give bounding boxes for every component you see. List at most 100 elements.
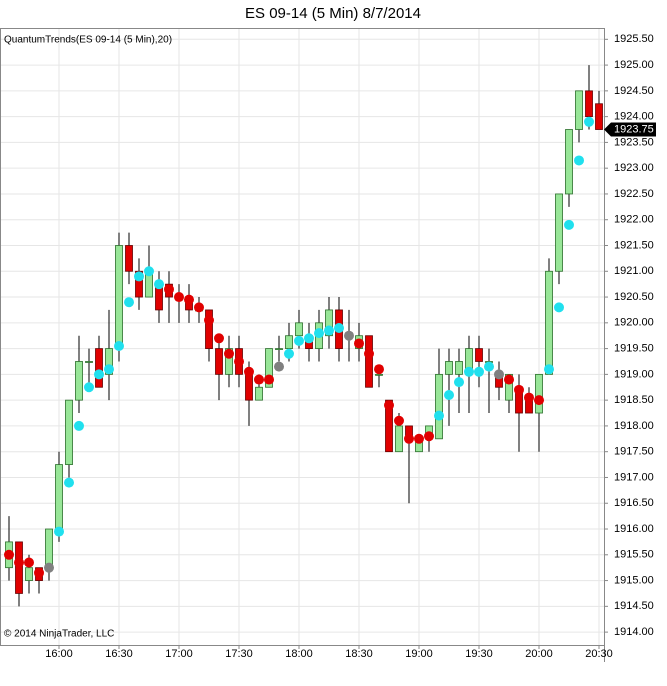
candle-body — [115, 245, 123, 349]
trend-dot — [64, 477, 74, 488]
candle-body — [505, 373, 513, 401]
candle-body — [595, 103, 603, 130]
trend-dot — [574, 155, 584, 166]
trend-dot — [584, 116, 594, 127]
trend-dot — [474, 366, 484, 377]
candle-body — [25, 567, 33, 581]
trend-dot — [444, 389, 454, 400]
trend-dot — [214, 333, 224, 344]
candle-body — [265, 348, 273, 388]
candle-body — [85, 361, 93, 363]
chart-title: ES 09-14 (5 Min) 8/7/2014 — [245, 5, 421, 22]
y-tick-label: 1915.00 — [614, 574, 654, 586]
y-tick-label: 1915.50 — [614, 549, 654, 561]
y-tick-label: 1917.50 — [614, 446, 654, 458]
candle-body — [225, 348, 233, 375]
trend-dot — [364, 348, 374, 359]
y-tick-label: 1925.50 — [614, 33, 654, 45]
candle-body — [375, 373, 383, 376]
candle-body — [75, 361, 83, 401]
last-price-box — [604, 122, 656, 137]
copyright: © 2014 NinjaTrader, LLC — [4, 629, 114, 640]
candle-body — [295, 322, 303, 337]
trend-dot — [324, 325, 334, 336]
candle-body — [275, 348, 283, 350]
y-tick-label: 1922.50 — [614, 188, 654, 200]
x-tick-label: 19:00 — [405, 648, 433, 660]
candle-body — [395, 425, 403, 453]
candle-body — [105, 348, 113, 375]
trend-dot — [434, 410, 444, 421]
x-tick-label: 17:30 — [225, 648, 253, 660]
trend-dot — [294, 335, 304, 346]
y-tick-label: 1923.00 — [614, 162, 654, 174]
candle-body — [205, 309, 213, 349]
x-tick-label: 16:00 — [45, 648, 73, 660]
x-tick-label: 16:30 — [105, 648, 133, 660]
trend-dot — [4, 549, 14, 560]
candle-body — [45, 528, 53, 569]
candle-body — [65, 399, 73, 465]
candle-body — [255, 386, 263, 401]
y-tick-label: 1916.00 — [614, 523, 654, 535]
candle-body — [285, 335, 293, 349]
candle-body — [135, 270, 143, 298]
trend-dot — [134, 271, 144, 282]
trend-dot — [554, 302, 564, 313]
candle-body — [215, 348, 223, 375]
candle-body — [245, 373, 253, 401]
y-tick-label: 1924.50 — [614, 85, 654, 97]
trend-dot — [484, 361, 494, 372]
last-price-label: 1923.75 — [614, 123, 654, 135]
y-tick-label: 1925.00 — [614, 59, 654, 71]
trend-dot — [34, 567, 44, 578]
trend-dot — [114, 341, 124, 352]
trend-dot — [564, 219, 574, 230]
trend-dot — [144, 266, 154, 277]
y-tick-label: 1920.50 — [614, 291, 654, 303]
trend-dot — [184, 294, 194, 305]
y-tick-label: 1921.50 — [614, 239, 654, 251]
trend-dot — [264, 374, 274, 385]
trend-dot — [254, 374, 264, 385]
trend-dot — [414, 433, 424, 444]
candle-body — [365, 335, 373, 388]
trend-dot — [314, 328, 324, 339]
trend-dot — [544, 364, 554, 375]
candle-body — [535, 373, 543, 414]
trend-dot — [394, 415, 404, 426]
y-tick-label: 1914.00 — [614, 626, 654, 638]
trend-dot — [494, 369, 504, 380]
trend-dot — [224, 348, 234, 359]
trend-dot — [154, 279, 164, 290]
trend-dot — [424, 431, 434, 442]
y-tick-label: 1918.50 — [614, 394, 654, 406]
trend-dot — [244, 366, 254, 377]
trend-dot — [84, 382, 94, 393]
candle-body — [325, 309, 333, 337]
trend-dot — [204, 315, 214, 326]
candle-body — [125, 245, 133, 272]
trend-dot — [404, 433, 414, 444]
trend-dot — [24, 557, 34, 568]
trend-dot — [334, 322, 344, 333]
indicator-label: QuantumTrends(ES 09-14 (5 Min),20) — [4, 35, 172, 46]
trend-dot — [514, 384, 524, 395]
y-tick-label: 1921.00 — [614, 265, 654, 277]
y-tick-label: 1919.50 — [614, 343, 654, 355]
candle-body — [565, 129, 573, 195]
trend-dot — [54, 526, 64, 537]
x-tick-label: 20:30 — [585, 648, 613, 660]
trend-dot — [104, 364, 114, 375]
x-tick-label: 20:00 — [525, 648, 553, 660]
y-tick-label: 1914.50 — [614, 600, 654, 612]
trend-dot — [344, 330, 354, 341]
y-tick-label: 1917.00 — [614, 471, 654, 483]
x-tick-label: 18:30 — [345, 648, 373, 660]
candle-body — [555, 193, 563, 272]
y-tick-label: 1922.00 — [614, 214, 654, 226]
x-tick-label: 17:00 — [165, 648, 193, 660]
trend-dot — [464, 366, 474, 377]
trend-dot — [374, 364, 384, 375]
